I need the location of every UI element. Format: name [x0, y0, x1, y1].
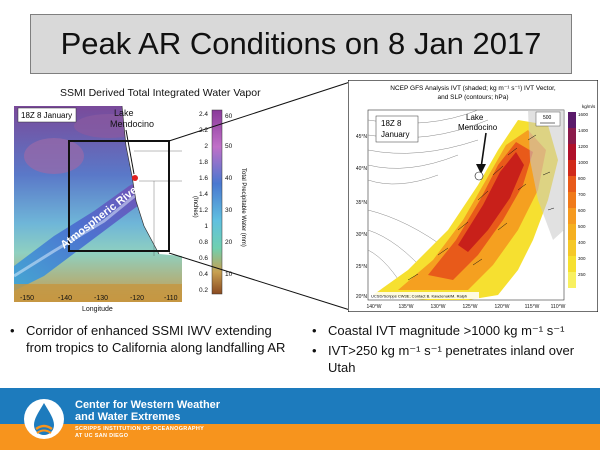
ivt-cb-tick: 800	[578, 176, 586, 181]
ivt-lon-tick: 120°W	[494, 304, 509, 310]
ssmi-water-vapor-map: 18Z 8 January Lake Mendocino Atmospheric…	[14, 106, 182, 302]
inch-tick: 0.6	[199, 255, 208, 262]
longitude-label: Longitude	[82, 306, 113, 313]
ivt-cb-tick: 700	[578, 192, 586, 197]
slide-title: Peak AR Conditions on 8 Jan 2017	[30, 14, 572, 74]
bullet-item: Coastal IVT magnitude >1000 kg m⁻¹ s⁻¹	[308, 322, 598, 339]
inch-tick: 1.6	[199, 175, 208, 182]
center-name-line1: Center for Western Weather	[75, 399, 221, 411]
ivt-cb-tick: 500	[578, 224, 586, 229]
ivt-lon-tick: 115°W	[525, 304, 540, 310]
inch-tick: 2.4	[199, 111, 208, 118]
inch-tick: 1.4	[199, 191, 208, 198]
institution-line2: AT UC SAN DIEGO	[75, 433, 129, 439]
inch-tick: 1.2	[199, 207, 208, 214]
mm-axis-label: Total Precipitable Water (mm)	[240, 168, 246, 247]
inch-tick: 2	[204, 143, 208, 150]
ivt-title-1: NCEP GFS Analysis IVT (shaded; kg m⁻¹ s⁻…	[390, 85, 556, 92]
mm-tick: 10	[225, 271, 233, 278]
ivt-lake-marker	[474, 171, 484, 181]
ssmi-lon-tick: -130	[94, 295, 108, 302]
ivt-cb-tick: 1200	[578, 144, 589, 149]
inch-tick: 0.2	[199, 287, 208, 294]
ivt-date-1: 18Z 8	[381, 119, 402, 128]
right-bullet-list: Coastal IVT magnitude >1000 kg m⁻¹ s⁻¹ I…	[308, 322, 598, 379]
ivt-cb-tick: 400	[578, 240, 586, 245]
ssmi-title: SSMI Derived Total Integrated Water Vapo…	[60, 87, 261, 99]
ssmi-lon-tick: -150	[20, 295, 34, 302]
footer-orange-band	[0, 424, 600, 450]
mm-tick: 40	[225, 175, 233, 182]
bullet-item: IVT>250 kg m⁻¹ s⁻¹ penetrates inland ove…	[308, 342, 598, 376]
ivt-credit: UCSD/Scripps CW3E; Contact B. Kawzenuk/M…	[371, 294, 467, 299]
ivt-lon-tick: 135°W	[398, 304, 413, 310]
lat-tick: 20°N	[356, 294, 368, 300]
ivt-map: NCEP GFS Analysis IVT (shaded; kg m⁻¹ s⁻…	[348, 80, 598, 312]
inch-tick: 0.4	[199, 271, 208, 278]
ivt-cb-tick: 250	[578, 272, 586, 277]
left-bullet-list: Corridor of enhanced SSMI IWV extending …	[6, 322, 291, 359]
lat-tick: 25°N	[356, 264, 368, 270]
ivt-unit-label: kg/m/s	[582, 104, 596, 109]
inch-tick: 1	[204, 223, 208, 230]
lake-mendocino-marker	[132, 175, 138, 181]
inches-axis-label: (Inches)	[192, 196, 198, 218]
ivt-cb-tick: 300	[578, 256, 586, 261]
bullet-item: Corridor of enhanced SSMI IWV extending …	[6, 322, 291, 356]
institution-line1: SCRIPPS INSTITUTION OF OCEANOGRAPHY	[75, 426, 205, 432]
ssmi-location-label-1: Lake	[114, 108, 134, 118]
ivt-date-2: January	[381, 130, 409, 139]
inch-tick: 2.2	[199, 127, 208, 134]
lat-tick: 30°N	[356, 232, 368, 238]
cw3e-logo-icon	[24, 399, 64, 439]
ivt-panel: NCEP GFS Analysis IVT (shaded; kg m⁻¹ s⁻…	[348, 80, 598, 312]
mm-tick: 30	[225, 207, 233, 214]
lat-tick: 45°N	[356, 134, 368, 140]
ssmi-lon-tick: -120	[130, 295, 144, 302]
ivt-location-1: Lake	[466, 113, 484, 122]
center-name: Center for Western Weather and Water Ext…	[75, 399, 220, 423]
ssmi-lon-tick: -140	[58, 295, 72, 302]
inch-tick: 1.8	[199, 159, 208, 166]
ivt-lon-tick: 130°W	[430, 304, 445, 310]
ivt-cb-tick: 600	[578, 208, 586, 213]
institution-name: SCRIPPS INSTITUTION OF OCEANOGRAPHY AT U…	[75, 426, 204, 440]
ivt-lon-tick: 140°W	[366, 304, 381, 310]
ivt-location-2: Mendocino	[458, 123, 498, 132]
lat-tick: 40°N	[356, 166, 368, 172]
lat-tick: 35°N	[356, 200, 368, 206]
mm-tick: 20	[225, 239, 233, 246]
ivt-cb-tick: 1000	[578, 160, 589, 165]
ivt-lon-tick: 110°W	[551, 304, 566, 310]
ssmi-panel: SSMI Derived Total Integrated Water Vapo…	[0, 78, 261, 316]
ivt-cb-tick: 1600	[578, 112, 589, 117]
mm-tick: 50	[225, 143, 233, 150]
inch-tick: 0.8	[199, 239, 208, 246]
ivt-cb-tick: 1400	[578, 128, 589, 133]
ivt-title-2: and SLP (contours; hPa)	[437, 94, 508, 101]
ssmi-lon-tick: -110	[164, 295, 178, 302]
center-name-line2: and Water Extremes	[75, 411, 181, 423]
ssmi-date-label: 18Z 8 January	[21, 111, 72, 120]
vector-scale-label: 500	[543, 115, 552, 121]
mm-tick: 60	[225, 113, 233, 120]
ivt-lon-tick: 125°W	[462, 304, 477, 310]
ssmi-location-label-2: Mendocino	[110, 119, 154, 129]
tpw-colorbar: 2.4 2.2 2 1.8 1.6 1.4 1.2 1 0.8 0.6 0.4 …	[192, 109, 246, 295]
